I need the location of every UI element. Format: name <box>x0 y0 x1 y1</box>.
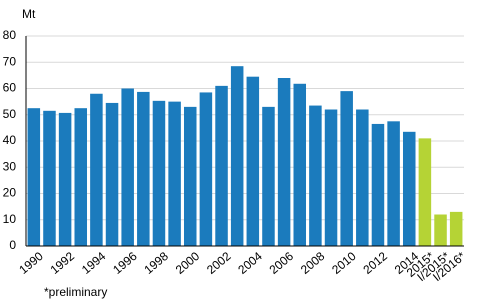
bar <box>105 102 119 246</box>
x-tick-label: 1992 <box>48 249 78 277</box>
y-tick-label: 10 <box>3 212 17 226</box>
bar <box>27 108 41 246</box>
bar <box>277 78 291 246</box>
x-tick-label: 2002 <box>204 249 234 277</box>
bar <box>152 100 166 247</box>
bar <box>418 138 432 246</box>
bar <box>387 121 400 246</box>
bar <box>121 88 134 246</box>
x-tick-label: 2006 <box>267 249 297 277</box>
x-tick-label: 2010 <box>329 249 359 277</box>
bar <box>262 106 275 246</box>
y-tick-label: 30 <box>3 159 17 173</box>
bar <box>168 101 181 246</box>
bar <box>137 91 150 246</box>
bar <box>183 106 197 246</box>
bar <box>215 85 228 246</box>
bar <box>340 91 353 246</box>
bar <box>449 211 463 246</box>
bar <box>74 108 88 246</box>
y-tick-label: 60 <box>3 81 17 95</box>
bar <box>293 83 307 247</box>
y-tick-label: 80 <box>3 28 17 42</box>
x-tick-label: 2012 <box>360 249 390 277</box>
x-tick-label: 1994 <box>79 249 109 277</box>
bar <box>356 109 369 246</box>
y-axis-label: Mt <box>22 7 36 21</box>
y-tick-label: 0 <box>9 238 16 252</box>
bar <box>58 112 72 246</box>
x-tick-label: 2000 <box>173 249 203 277</box>
bar <box>309 105 322 246</box>
bar <box>230 66 244 246</box>
footnote: *preliminary <box>44 285 107 299</box>
y-tick-label: 70 <box>3 54 17 68</box>
bar <box>90 93 103 246</box>
x-tick-label: 1998 <box>141 249 171 277</box>
bar <box>246 76 260 246</box>
y-tick-label: 40 <box>3 133 17 147</box>
x-tick-label: 2008 <box>298 249 328 277</box>
bar <box>199 92 213 246</box>
y-tick-label: 20 <box>3 186 17 200</box>
x-tick-label: 1996 <box>110 249 140 277</box>
bar <box>434 214 447 246</box>
bar <box>43 110 56 246</box>
x-tick-label: 1990 <box>16 249 46 277</box>
bar <box>324 109 338 246</box>
bar <box>371 123 385 246</box>
x-tick-label: 2004 <box>235 249 265 277</box>
y-tick-label: 50 <box>3 107 17 121</box>
bar <box>402 131 416 246</box>
